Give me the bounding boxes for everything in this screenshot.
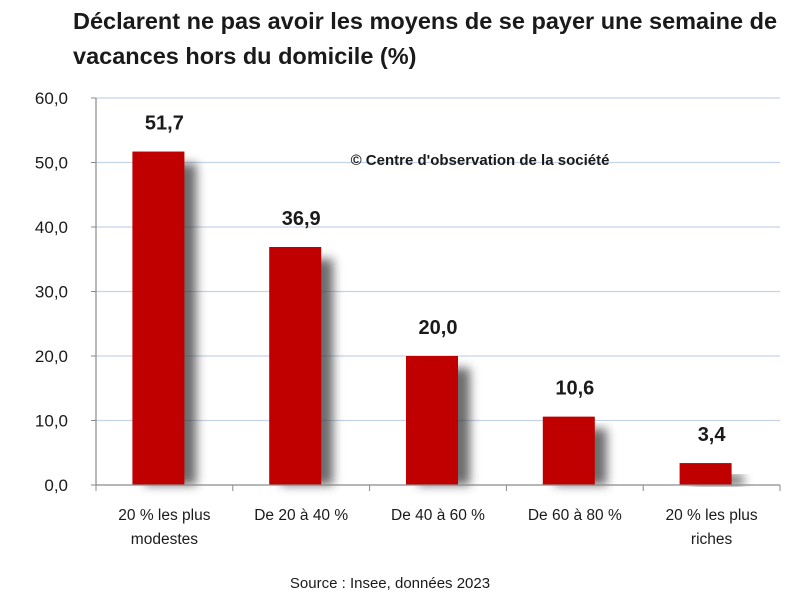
- data-label: 36,9: [282, 208, 321, 230]
- axes: [91, 97, 781, 491]
- labels: 0,0 10,0 20,0 30,0 40,0 50,0 60,0 51,7 20 % les …: [35, 89, 758, 548]
- y-tick-label: 0,0: [44, 476, 68, 495]
- y-tick-label: 50,0: [35, 154, 68, 173]
- y-tick-label: 30,0: [35, 283, 68, 302]
- y-tick-label: 60,0: [35, 89, 68, 108]
- x-tick-label: 20 % les plus riches: [665, 507, 757, 548]
- copyright-watermark: © Centre d'observation de la société: [351, 152, 610, 169]
- x-tick-label: 20 % les plus modestes: [118, 507, 210, 548]
- y-tick-label: 20,0: [35, 347, 68, 366]
- data-label: 51,7: [145, 113, 184, 135]
- data-label: 20,0: [419, 317, 458, 339]
- x-tick-label: De 40 à 60 %: [391, 507, 485, 524]
- bar: [542, 416, 595, 485]
- bar: [269, 246, 322, 485]
- bars: [132, 151, 732, 485]
- bar: [679, 463, 732, 485]
- data-label: 3,4: [698, 424, 727, 446]
- y-tick-label: 10,0: [35, 412, 68, 431]
- source-note: Source : Insee, données 2023: [289, 575, 491, 592]
- x-tick-label: De 20 à 40 %: [254, 507, 348, 524]
- x-tick-label: De 60 à 80 %: [528, 507, 622, 524]
- chart-title: Déclarent ne pas avoir les moyens de se …: [73, 8, 778, 69]
- bar: [406, 356, 458, 485]
- y-tick-label: 40,0: [35, 218, 68, 237]
- data-label: 10,6: [555, 378, 594, 400]
- bar: [132, 151, 185, 485]
